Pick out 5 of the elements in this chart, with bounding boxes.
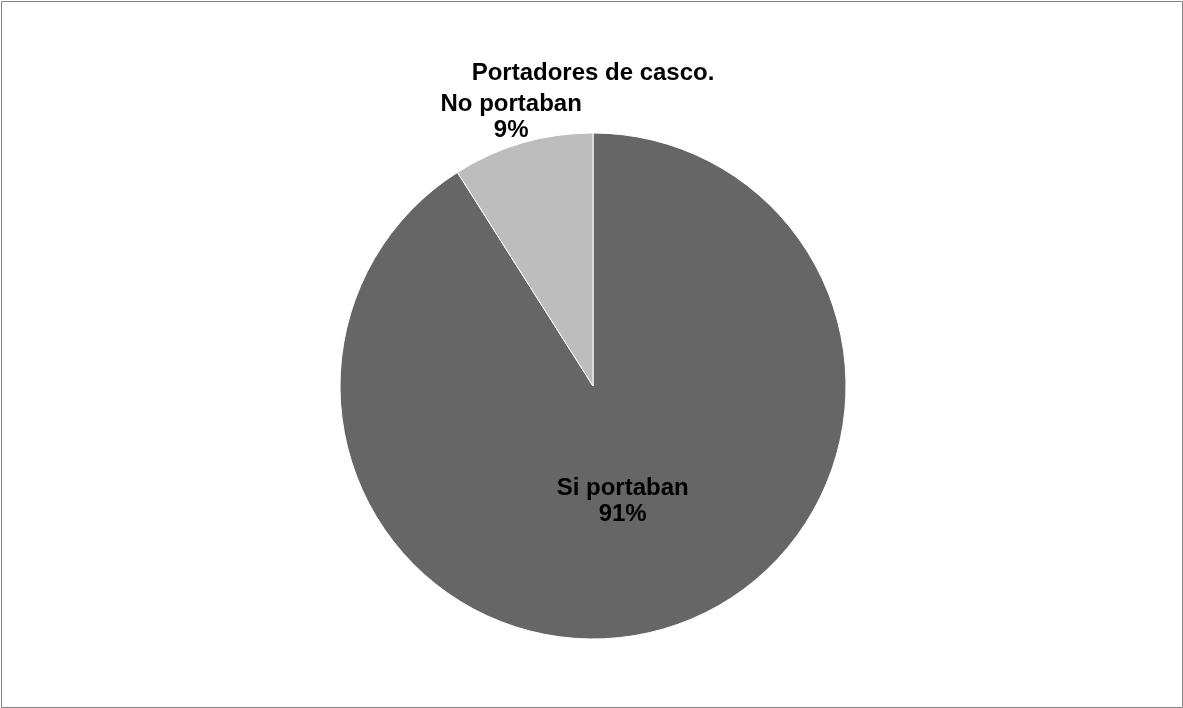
data-label: 91% [598,499,647,527]
slice-label: Si portaban [556,473,689,501]
data-label: 9% [493,115,529,143]
chart-title: Portadores de casco. [471,58,715,85]
slice-label: No portaban [440,89,582,117]
